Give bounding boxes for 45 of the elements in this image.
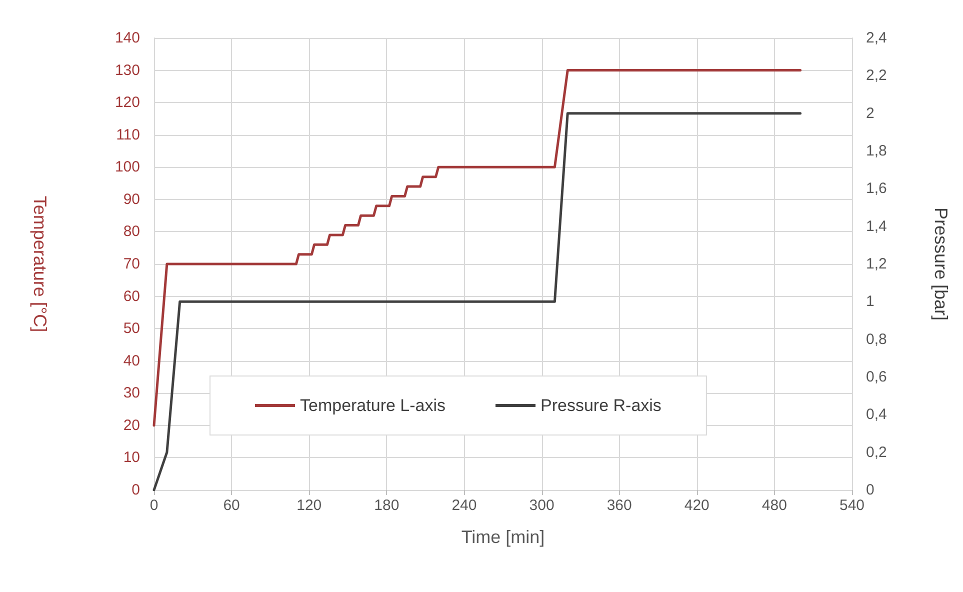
y-tick-label: 40 bbox=[123, 352, 140, 370]
y-tick-label: 90 bbox=[123, 190, 140, 208]
y-tick-label: 110 bbox=[116, 126, 140, 144]
y-tick-label: 10 bbox=[123, 449, 140, 466]
y2-tick-label: 2,4 bbox=[866, 30, 887, 46]
x-tick-label: 180 bbox=[374, 497, 400, 514]
x-tick-label: 0 bbox=[150, 497, 158, 514]
line-series bbox=[152, 112, 802, 492]
legend-label: Pressure R-axis bbox=[540, 396, 662, 415]
y-tick-label: 0 bbox=[132, 482, 140, 498]
y2-tick-label: 1 bbox=[866, 293, 874, 310]
x-axis-title: Time [min] bbox=[461, 527, 545, 547]
x-tick-label: 240 bbox=[452, 497, 477, 514]
y-tick-label: 100 bbox=[114, 158, 140, 176]
line-series bbox=[152, 69, 802, 427]
x-tick-label: 540 bbox=[839, 497, 865, 514]
x-tick-label: 120 bbox=[296, 497, 322, 514]
y2-tick-label: 0,6 bbox=[866, 368, 887, 386]
y2-axis-title: Pressure [bar] bbox=[931, 207, 951, 321]
y2-tick-label: 1,4 bbox=[866, 218, 887, 235]
legend-label: Temperature L-axis bbox=[300, 396, 446, 415]
y2-tick-label: 2 bbox=[866, 104, 874, 122]
y-tick-label: 120 bbox=[114, 94, 140, 112]
y-tick-label: 130 bbox=[114, 62, 140, 79]
y2-tick-label: 1,6 bbox=[866, 180, 887, 198]
y-tick-label: 60 bbox=[123, 288, 140, 305]
y-tick-label: 70 bbox=[123, 256, 140, 272]
x-tick-label: 420 bbox=[684, 497, 710, 514]
y2-tick-label: 0 bbox=[866, 482, 874, 498]
x-tick-label: 360 bbox=[606, 497, 632, 514]
y2-tick-label: 1,2 bbox=[866, 256, 887, 272]
y-tick-label: 50 bbox=[123, 320, 140, 338]
x-tick-label: 300 bbox=[529, 497, 554, 514]
y2-tick-label: 0,4 bbox=[866, 406, 887, 424]
y2-tick-label: 1,8 bbox=[866, 142, 887, 160]
y2-tick-label: 0,2 bbox=[866, 444, 887, 461]
y-tick-label: 30 bbox=[123, 384, 140, 402]
y-tick-label: 20 bbox=[123, 416, 140, 434]
x-tick-label: 60 bbox=[223, 497, 240, 514]
y2-tick-label: 2,2 bbox=[866, 67, 887, 84]
y2-tick-label: 0,8 bbox=[866, 330, 887, 348]
x-tick-label: 480 bbox=[762, 497, 787, 514]
y-axis-title: Temperature [°C] bbox=[30, 196, 50, 332]
y-tick-label: 80 bbox=[123, 223, 140, 240]
y-tick-label: 140 bbox=[114, 30, 140, 46]
